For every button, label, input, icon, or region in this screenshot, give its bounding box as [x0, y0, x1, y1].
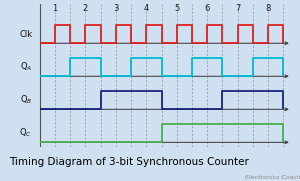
Text: 6: 6 [205, 4, 210, 12]
Text: Timing Diagram of 3-bit Synchronous Counter: Timing Diagram of 3-bit Synchronous Coun… [9, 157, 249, 167]
Text: Q$_B$: Q$_B$ [20, 94, 32, 106]
Text: 4: 4 [144, 4, 149, 12]
Text: Clk: Clk [19, 30, 32, 39]
Text: 1: 1 [52, 4, 58, 12]
Text: Electronics Coach: Electronics Coach [245, 175, 300, 180]
Text: 8: 8 [266, 4, 271, 12]
Text: 2: 2 [83, 4, 88, 12]
Text: 3: 3 [113, 4, 118, 12]
Text: 5: 5 [174, 4, 179, 12]
Text: Q$_C$: Q$_C$ [20, 127, 32, 140]
Text: Q$_A$: Q$_A$ [20, 61, 32, 73]
Text: 7: 7 [235, 4, 240, 12]
